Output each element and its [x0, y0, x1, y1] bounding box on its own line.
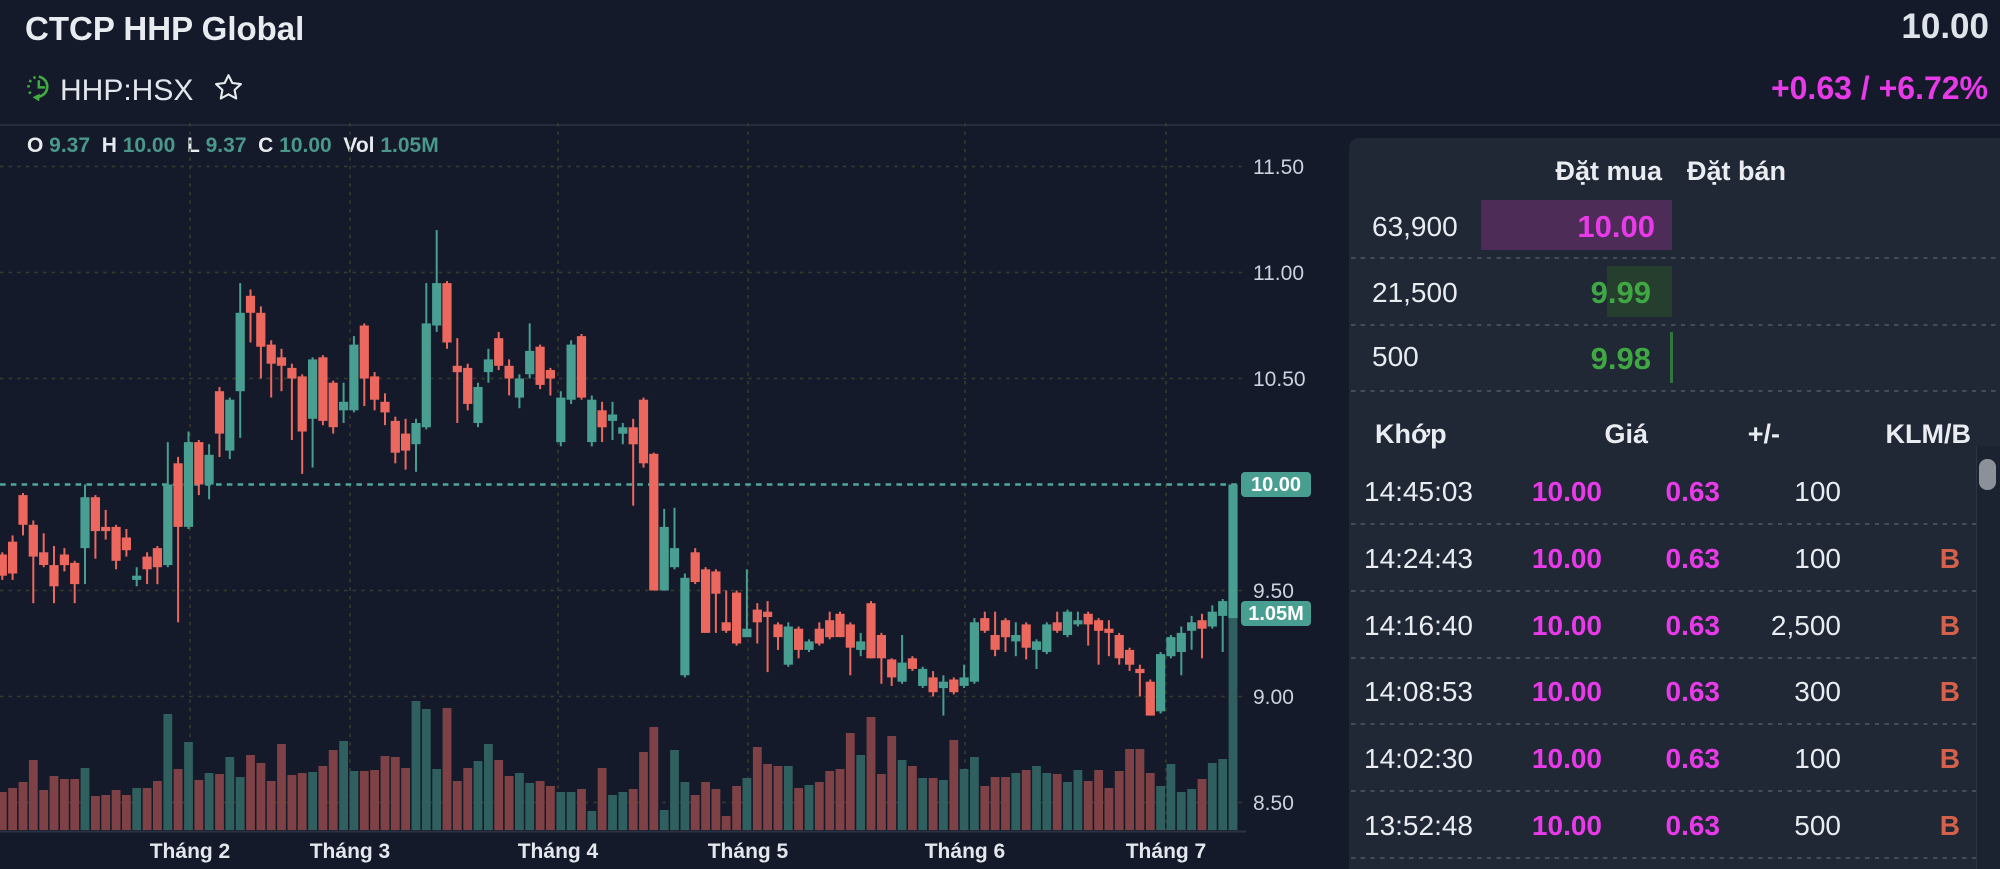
svg-text:9.00: 9.00 — [1253, 686, 1294, 709]
svg-text:Tháng 2: Tháng 2 — [150, 840, 231, 863]
svg-text:10.50: 10.50 — [1253, 368, 1306, 391]
svg-text:8.50: 8.50 — [1253, 792, 1294, 815]
svg-text:Tháng 7: Tháng 7 — [1126, 840, 1207, 863]
svg-text:Tháng 3: Tháng 3 — [310, 840, 391, 863]
svg-text:11.00: 11.00 — [1253, 262, 1304, 285]
svg-text:10.00: 10.00 — [1251, 474, 1301, 496]
svg-text:Tháng 6: Tháng 6 — [925, 840, 1006, 863]
svg-text:Tháng 4: Tháng 4 — [518, 840, 599, 863]
svg-text:Tháng 5: Tháng 5 — [708, 840, 789, 863]
svg-text:9.50: 9.50 — [1253, 580, 1294, 603]
svg-text:11.50: 11.50 — [1253, 156, 1304, 179]
svg-text:1.05M: 1.05M — [1248, 603, 1304, 625]
